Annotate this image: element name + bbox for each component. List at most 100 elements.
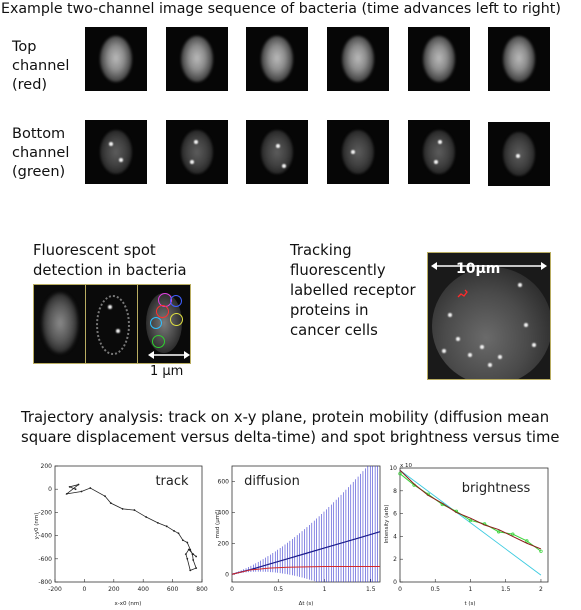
diffusion-confined-line [231,566,380,575]
track-xtick-label: 400 [137,586,149,593]
track-point [184,553,187,556]
green-frame-3 [246,120,308,184]
plot-area-2 [231,465,381,583]
spot-subpanel-raw [34,285,86,363]
diffusion-chart: 0 0.5 1 1.5 600 400 200 0 diffusion Δt (s) msd (μm… [214,465,381,607]
spot-detection-image [33,284,191,364]
track-point [74,488,77,491]
track-point [77,483,80,486]
diffusion-fit-line [231,531,381,575]
tracking-label: Tracking fluorescently labelled receptor pr… [290,242,416,339]
track-point [187,548,190,551]
track-xtick-label: 800 [196,586,208,593]
green-frame-2 [166,120,228,184]
track-point [68,485,71,488]
track-point [157,521,159,524]
track-point [80,490,83,493]
track-point [133,509,136,511]
diffusion-xtick-label: 1.5 [366,586,376,593]
brightness-xtick-label: 1 [469,586,473,593]
brightness-xtick-label: 1.5 [501,586,511,593]
brightness-ytick-label: 6 [393,511,397,518]
track-xtick-label: 600 [167,586,179,593]
track-point [189,548,192,551]
diffusion-ytick-label: 200 [218,540,230,547]
track-trace [457,289,468,298]
track-point [192,559,195,561]
diffusion-ytick-label: 400 [218,509,230,516]
spot-subpanel-filtered [86,285,138,363]
track-point [177,532,180,535]
track-point [189,569,192,572]
track-point [165,525,168,528]
brightness-data-point [497,530,501,534]
bottom-channel-label: Bottom channel (green) [12,126,70,180]
brightness-xtick-label: 0 [398,586,402,593]
track-ytick-label: -800 [38,579,52,586]
cancer-scale-bar [431,262,547,270]
red-frame-6 [488,27,550,91]
brightness-ytick-label: 0 [393,579,397,586]
track-ylabel: y-y0 (nm) [34,513,40,540]
red-frame-1 [85,27,147,91]
track-point [65,492,68,495]
brightness-data-point [398,472,402,476]
spot-scale-label: 1 μm [150,364,184,379]
green-frame-6 [488,122,550,186]
track-title: track [155,474,189,489]
brightness-ylabel: Intensity (arb) [384,504,390,543]
figure-title: Example two-channel image sequence of ba… [1,1,561,17]
spot-scale-bar [148,351,190,359]
brightness-xlabel: t (s) [464,601,475,607]
brightness-chart: 0 0.5 1 1.5 2 10 8 6 4 2 0 brightness x 10 t (s) Inten… [384,463,549,607]
diffusion-ylabel: msd (μm²) [214,510,221,539]
track-point [145,516,148,518]
brightness-fit-line [399,469,542,550]
brightness-ytick-label: 2 [393,556,397,563]
cancer-scale-label: 10μm [456,261,501,277]
diffusion-xtick-label: 0.5 [273,586,283,593]
track-xtick-label: -200 [48,586,62,593]
diffusion-ytick-label: 600 [218,478,230,485]
brightness-xtick-label: 2 [539,586,543,593]
track-point [109,502,112,505]
spot-detection-label: Fluorescent spot detection in bacteria [33,242,187,279]
diffusion-title: diffusion [244,474,300,489]
brightness-xtick-label: 0.5 [430,586,440,593]
diffusion-xtick-label: 0 [230,586,234,593]
diffusion-xlabel: Δt (s) [299,601,314,607]
brightness-linear-line [399,469,542,576]
cancer-cell-image: 10μm [427,252,551,380]
track-point [192,553,195,556]
brightness-title: brightness [462,481,531,496]
brightness-data-point [539,549,543,553]
red-frame-5 [408,27,470,91]
brightness-data-point [511,532,515,536]
red-frame-4 [327,27,389,91]
track-point [195,567,198,569]
brightness-ytick-label: 4 [393,533,397,540]
brightness-data-point [468,518,473,523]
top-channel-label: Top channel (red) [12,39,70,93]
track-point [181,539,184,542]
track-point [186,541,189,544]
green-frame-1 [85,120,147,184]
track-ytick-label: -400 [38,533,52,540]
track-point [89,487,92,489]
track-point [173,530,175,532]
track-ytick-label: -600 [38,556,52,563]
brightness-ytick-label: 10 [389,465,397,472]
track-point [195,555,198,558]
track-ytick-label: -200 [38,509,52,516]
spot-subpanel-detected [138,285,189,363]
green-frame-5 [408,120,470,184]
diffusion-xtick-label: 1 [323,586,327,593]
track-point [121,508,124,510]
brightness-ytick-label: 8 [393,488,397,495]
plot-area-1 [54,465,203,583]
red-frame-2 [166,27,228,91]
track-ytick-label: 0 [48,486,52,493]
brightness-multiplier: x 10 [400,463,413,469]
track-point [104,495,106,498]
diffusion-ytick-label: 0 [225,571,229,578]
